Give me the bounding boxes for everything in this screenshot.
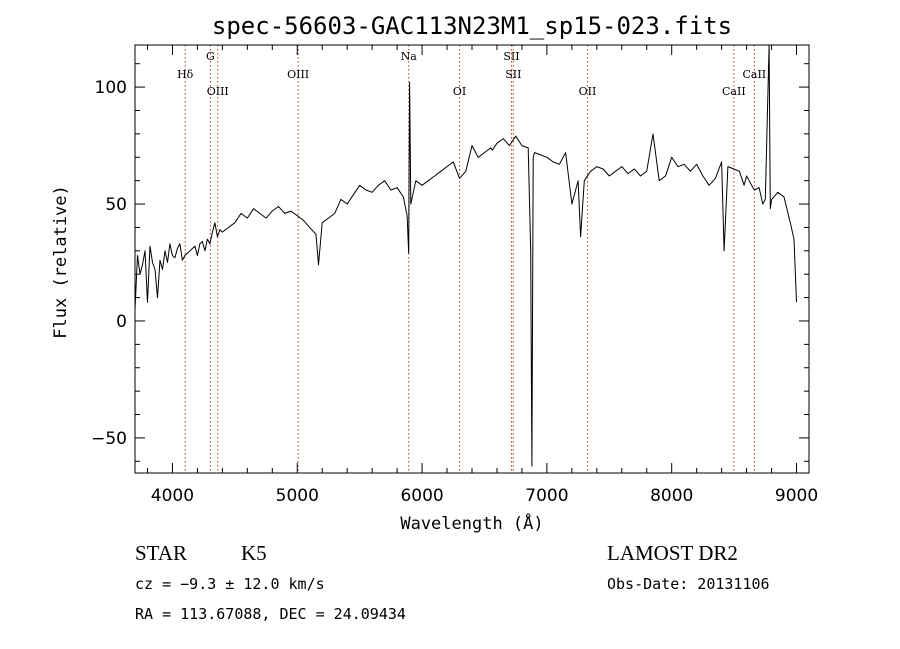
x-tick-label-3: 7000 — [525, 486, 568, 506]
chart-title: spec-56603-GAC113N23M1_sp15-023.fits — [212, 12, 732, 40]
x-axis-label: Wavelength (Å) — [400, 512, 543, 534]
plot-frame — [134, 44, 810, 474]
x-tick-label-2: 6000 — [400, 486, 443, 506]
x-tick-label-5: 9000 — [775, 486, 818, 506]
y-tick-label-3: 100 — [95, 78, 127, 98]
axis-ticks: 4000 5000 6000 7000 8000 9000 −50 0 50 100 — [91, 45, 818, 506]
subclass: K5 — [241, 541, 267, 565]
line-marker-label-8: OII — [579, 85, 597, 98]
survey-name: LAMOST DR2 — [607, 541, 738, 565]
y-tick-label-0: −50 — [91, 429, 127, 449]
line-marker-label-1: G — [206, 50, 215, 63]
line-marker-label-4: Na — [401, 50, 418, 63]
spectrum-series — [134, 44, 797, 467]
y-tick-label-2: 50 — [105, 195, 127, 215]
x-tick-label-4: 8000 — [650, 486, 693, 506]
line-marker-label-9: CaII — [722, 85, 746, 98]
spectrum-line-0 — [134, 44, 797, 467]
line-marker-label-0: Hδ — [177, 68, 194, 81]
coords-text: RA = 113.67088, DEC = 24.09434 — [135, 605, 406, 623]
x-tick-label-1: 5000 — [276, 486, 319, 506]
line-markers: Hδ G OIII OIII Na OI SII SII OII CaII CaII — [177, 45, 766, 473]
line-marker-label-10: CaII — [742, 68, 766, 81]
line-marker-label-5: OI — [453, 85, 466, 98]
line-marker-label-2: OIII — [207, 85, 229, 98]
line-marker-label-7: SII — [505, 68, 521, 81]
line-marker-label-6: SII — [503, 50, 519, 63]
object-class: STAR — [135, 541, 187, 565]
obs-date: Obs-Date: 20131106 — [607, 575, 770, 593]
line-marker-label-3: OIII — [287, 68, 309, 81]
y-axis-label: Flux (relative) — [51, 185, 71, 339]
redshift-text: cz = −9.3 ± 12.0 km/s — [135, 575, 325, 593]
y-tick-label-1: 0 — [116, 312, 127, 332]
x-tick-label-0: 4000 — [151, 486, 194, 506]
